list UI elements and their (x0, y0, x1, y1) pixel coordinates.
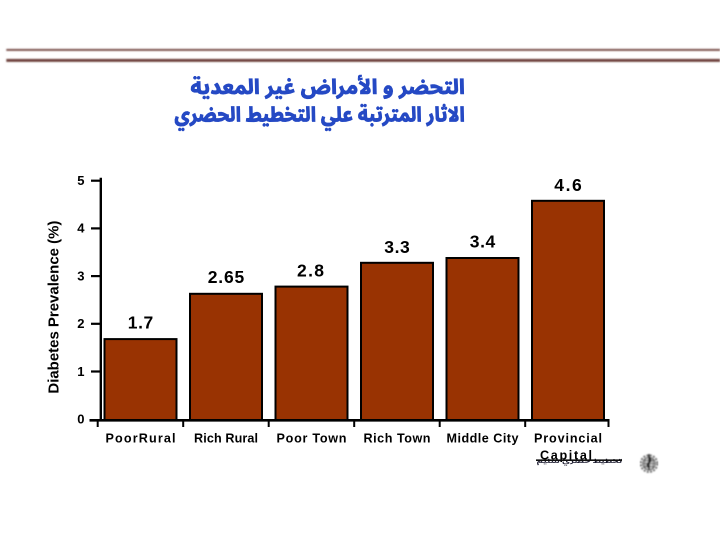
svg-text:Diabetes Prevalence (%): Diabetes Prevalence (%) (46, 221, 63, 394)
svg-text:Provincial: Provincial (534, 432, 602, 446)
svg-text:1.7: 1.7 (128, 312, 154, 332)
svg-text:1: 1 (77, 364, 84, 379)
svg-text:2.65: 2.65 (208, 267, 245, 287)
svg-text:Rich Rural: Rich Rural (194, 432, 258, 446)
svg-text:3: 3 (77, 268, 84, 283)
svg-text:Rich Town: Rich Town (364, 432, 431, 446)
svg-text:5: 5 (77, 173, 84, 188)
svg-text:Capital: Capital (540, 448, 592, 462)
svg-text:PoorRural: PoorRural (106, 432, 176, 446)
svg-text:3.3: 3.3 (384, 237, 410, 257)
svg-text:Middle City: Middle City (447, 432, 519, 446)
svg-text:4.6: 4.6 (554, 175, 582, 195)
svg-text:3.4: 3.4 (470, 231, 496, 251)
svg-text:4: 4 (77, 221, 85, 236)
svg-text:2.8: 2.8 (297, 260, 324, 280)
svg-text:2: 2 (77, 316, 84, 331)
svg-text:0: 0 (77, 412, 84, 427)
svg-text:Poor Town: Poor Town (277, 432, 347, 446)
